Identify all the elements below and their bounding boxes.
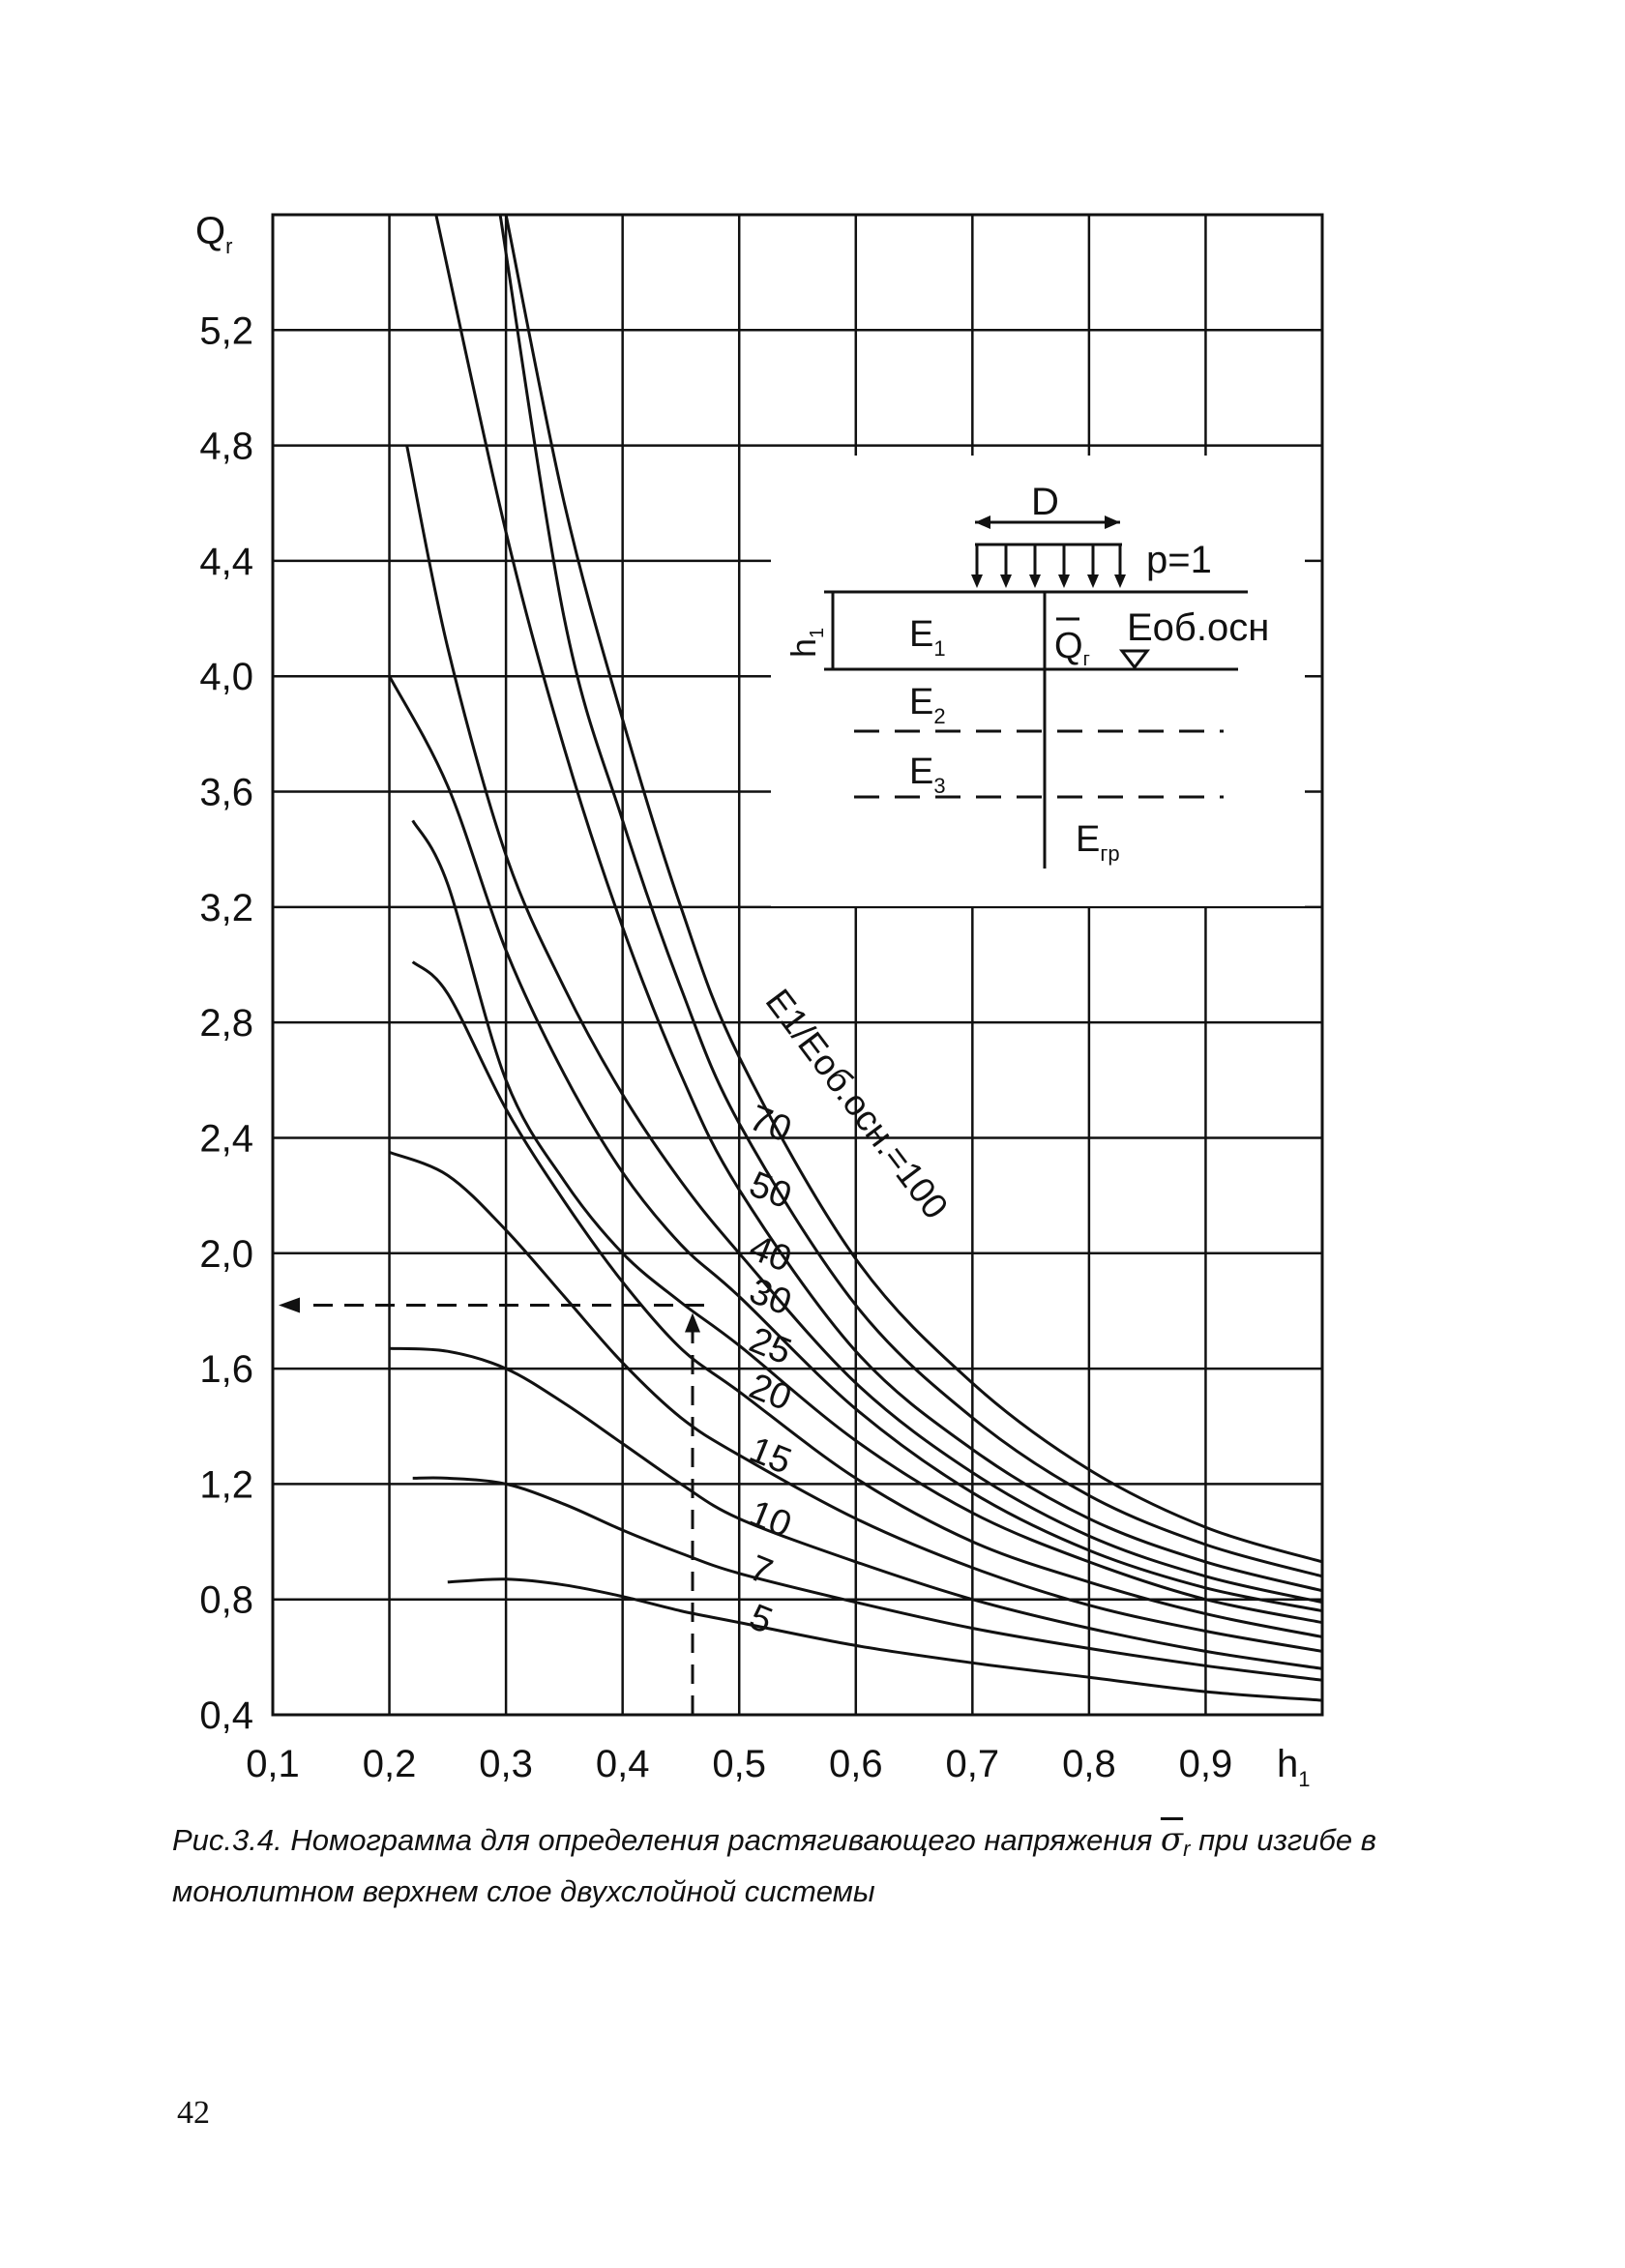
load-arrow-head [1029,574,1041,588]
series-line-7 [412,1476,1322,1682]
inset-diagram: D p=1 h1 E1 E2 E3 Eгр Qг Еоб.осн [771,456,1305,906]
y-tick-label: 4,4 [199,541,253,583]
series-line-5 [447,1577,1322,1702]
series-value-label-30: 30 [744,1271,797,1324]
y-tick-label: 0,8 [199,1579,253,1622]
x-tick-label: 0,2 [363,1743,417,1785]
y-tick-label: 1,2 [199,1463,253,1506]
y-tick-label: 5,2 [199,309,253,352]
x-tick-label: 0,6 [829,1743,883,1785]
inset-p-label: p=1 [1146,539,1212,581]
inset-d-arrow-left [975,515,990,529]
example-up-arrow [685,1312,700,1333]
load-arrow-head [1087,574,1099,588]
y-tick-label: 2,8 [199,1002,253,1045]
series-line-10 [389,1346,1322,1670]
series-value-label-20: 20 [744,1366,797,1419]
load-arrow-head [971,574,983,588]
x-tick-label: 0,9 [1179,1743,1233,1785]
y-tick-label: 4,0 [199,656,253,698]
series-line-15 [389,1150,1322,1653]
chart-tick-labels: 0,1 0,2 0,3 0,4 0,5 0,6 0,7 0,8 0,9 0,4 0,8 1,2 1,6 2… [199,309,1232,1785]
inset-d-arrow-right [1105,515,1120,529]
x-tick-label: 0,5 [712,1743,766,1785]
load-arrow-head [1000,574,1012,588]
series-value-label-40: 40 [744,1227,797,1281]
series-value-label-15: 15 [744,1429,797,1483]
y-tick-label: 3,6 [199,772,253,814]
series-value-label-7: 7 [744,1547,778,1593]
inset-e2-label: E2 [909,682,946,728]
series-line-100 [504,215,1322,1564]
x-axis-label-sub: 1 [1298,1767,1310,1791]
figure-caption: Рис.3.4. Номограмма для определения раст… [172,1818,1459,1913]
series-line-40 [405,445,1322,1605]
inset-e1-label: E1 [909,614,946,661]
x-tick-label: 0,1 [246,1743,300,1785]
x-axis-label: h1 [1277,1743,1311,1791]
y-tick-label: 1,6 [199,1348,253,1391]
series-value-label-25: 25 [744,1320,797,1373]
y-axis-label-sub: r [225,234,232,258]
inset-e3-label: E3 [909,751,946,798]
load-arrow-head [1114,574,1126,588]
inset-eob-label: Еоб.осн [1127,606,1269,649]
y-axis-label: Qr [195,210,232,258]
series-line-70 [498,215,1322,1578]
load-arrow-head [1058,574,1070,588]
inset-h-label: h1 [783,628,828,658]
example-path [279,1297,704,1715]
example-left-arrow [279,1297,300,1313]
x-tick-label: 0,8 [1062,1743,1116,1785]
caption-sigma-sub: r [1183,1837,1191,1861]
plot-frame [271,213,1324,1717]
series-line-50 [434,215,1322,1593]
chart-curves [388,215,1322,1702]
y-tick-label: 4,8 [199,426,253,468]
series-line-20 [411,960,1322,1638]
page-number: 42 [177,2095,210,2131]
series-line-30 [388,675,1322,1613]
y-tick-label: 3,2 [199,887,253,929]
inset-egr-label: Eгр [1076,819,1120,866]
y-tick-label: 0,4 [199,1694,253,1737]
inset-q-label: Qг [1054,626,1090,670]
x-tick-label: 0,3 [479,1743,533,1785]
caption-part2: при изгибе в монолитном верхнем слое дву… [172,1823,1376,1908]
y-tick-label: 2,0 [199,1233,253,1276]
y-tick-label: 2,4 [199,1117,253,1160]
caption-part1: Рис.3.4. Номограмма для определения раст… [172,1823,1153,1857]
x-tick-label: 0,4 [596,1743,650,1785]
caption-sigma: σ [1160,1820,1184,1859]
inset-groundwater-symbol [1118,649,1151,670]
inset-d-label: D [1031,481,1059,523]
series-value-label-5: 5 [744,1597,778,1642]
series-line-25 [411,819,1322,1625]
inset-load-arrows [971,545,1126,588]
inset-background [771,456,1305,906]
x-tick-label: 0,7 [946,1743,1000,1785]
